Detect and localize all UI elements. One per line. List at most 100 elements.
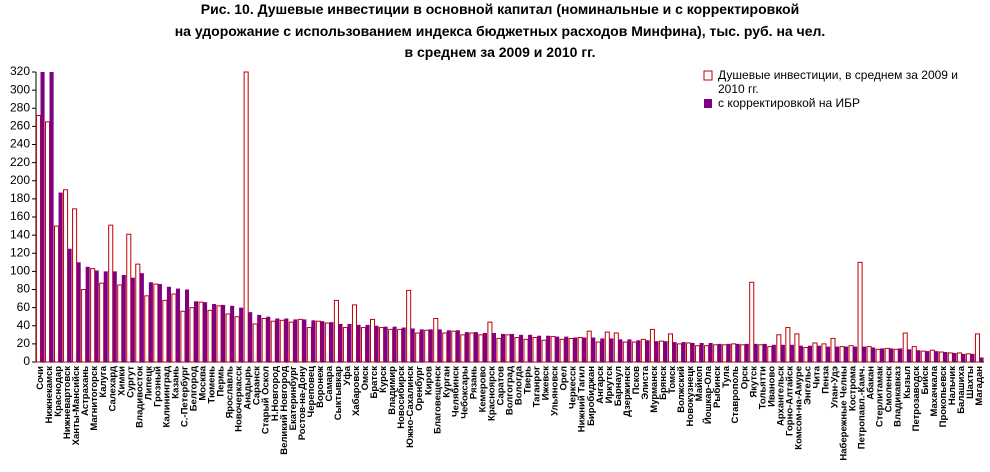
bar xyxy=(604,331,610,363)
bar xyxy=(464,332,469,362)
bar xyxy=(812,342,818,363)
bar xyxy=(613,332,619,363)
bar xyxy=(184,289,190,362)
x-tick-label: Пенза xyxy=(821,365,832,393)
x-tick-label: Тольятти xyxy=(757,366,768,409)
bar xyxy=(672,342,677,362)
bar xyxy=(428,329,433,362)
x-tick-label: Ижевск xyxy=(541,366,552,401)
x-tick-label: Стерлитамак xyxy=(875,366,886,427)
bar xyxy=(35,115,42,363)
bar xyxy=(54,225,60,363)
bar xyxy=(257,314,262,362)
bar xyxy=(460,334,466,363)
bar xyxy=(830,337,836,363)
bar xyxy=(609,338,614,362)
x-tick-label: Оренбург xyxy=(414,366,425,411)
bar xyxy=(979,357,984,362)
x-tick-label: Ставрополь xyxy=(730,366,741,424)
x-tick-label: Махачкала xyxy=(929,365,940,416)
bar xyxy=(175,288,181,362)
x-tick-label: Ростов-на-Дону xyxy=(297,365,308,440)
bar xyxy=(654,341,659,362)
bar xyxy=(162,299,168,363)
bar xyxy=(370,318,376,363)
bar xyxy=(180,310,186,363)
bar xyxy=(911,346,917,363)
bar xyxy=(618,339,623,362)
x-tick-label: Саранск xyxy=(252,366,263,405)
y-tick-label: 120 xyxy=(10,245,30,259)
bar xyxy=(690,342,695,362)
bar xyxy=(49,72,54,362)
bar xyxy=(207,309,213,363)
x-tick-label: Таганрог xyxy=(532,366,543,407)
x-tick-label: Чебоксары xyxy=(459,366,470,419)
bar xyxy=(807,345,813,362)
legend-line: Душевые инвестиции, в среднем за 2009 и xyxy=(718,68,958,82)
bar xyxy=(360,327,367,363)
x-tick-label: Ангарск xyxy=(595,366,606,404)
bar xyxy=(397,328,403,363)
bar xyxy=(171,293,177,363)
bar xyxy=(94,270,99,362)
bar xyxy=(821,343,827,363)
x-tick-label: Анадырь xyxy=(243,366,254,410)
bar xyxy=(925,351,930,362)
bar xyxy=(144,295,150,363)
bar xyxy=(898,348,903,362)
bar xyxy=(90,268,96,363)
bar xyxy=(505,334,511,363)
bar xyxy=(99,282,105,363)
bar xyxy=(528,334,533,362)
bar xyxy=(907,349,912,362)
bar xyxy=(853,346,858,362)
bar xyxy=(749,281,755,363)
bar xyxy=(356,324,361,362)
bar xyxy=(717,343,722,362)
bar xyxy=(785,327,791,363)
y-tick-label: 80 xyxy=(17,282,31,296)
bar xyxy=(862,346,867,362)
x-tick-label: Майкоп xyxy=(694,366,705,402)
legend-swatch xyxy=(704,99,712,108)
bar xyxy=(383,326,388,362)
x-tick-label: Барнаул xyxy=(613,366,624,406)
bar xyxy=(58,192,63,362)
legend-label: с корректировкой на ИБР xyxy=(718,96,860,110)
x-tick-label: Тюмень xyxy=(207,366,218,404)
bar xyxy=(546,335,551,362)
bar xyxy=(279,319,285,363)
bar xyxy=(713,344,719,363)
x-tick-label: Химки xyxy=(116,366,127,396)
bar xyxy=(695,345,701,363)
y-tick-label: 160 xyxy=(10,209,30,223)
bar xyxy=(261,318,267,363)
bar xyxy=(920,350,926,363)
x-tick-label: Салехард xyxy=(107,366,118,412)
x-tick-label: Екатеринбург xyxy=(288,366,299,430)
bar xyxy=(627,339,632,362)
y-tick-label: 280 xyxy=(10,100,30,114)
x-tick-label: Волжский xyxy=(676,366,687,413)
bar xyxy=(103,271,108,362)
bar xyxy=(216,305,222,363)
bar xyxy=(433,318,439,363)
y-tick-label: 20 xyxy=(17,336,31,350)
bar xyxy=(532,337,538,363)
bar xyxy=(112,271,117,362)
bar xyxy=(952,352,957,362)
legend-swatch xyxy=(703,70,713,81)
bar xyxy=(243,71,249,363)
bar xyxy=(315,320,321,363)
x-tick-label: Кострома xyxy=(848,365,859,411)
x-tick-label: Сургут xyxy=(125,366,136,398)
x-tick-label: Самара xyxy=(324,365,335,401)
x-tick-label: Ярославль xyxy=(225,366,236,419)
bar xyxy=(645,340,650,362)
bar xyxy=(857,261,863,363)
bar xyxy=(816,345,822,362)
bar xyxy=(108,224,114,363)
